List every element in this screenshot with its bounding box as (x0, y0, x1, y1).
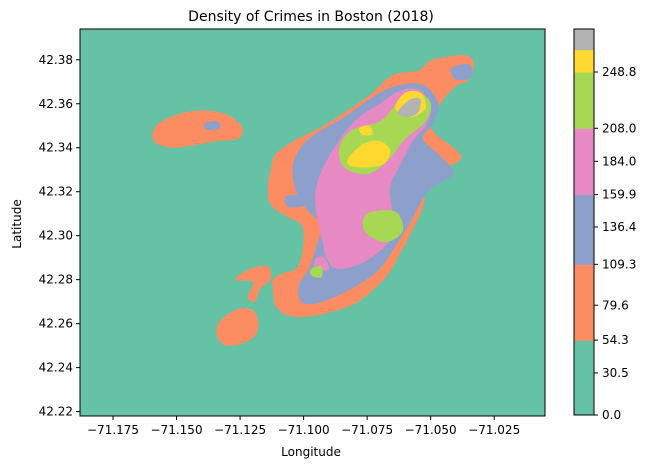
contour-region-level-1 (234, 265, 272, 303)
y-tick-label: 42.30 (39, 229, 73, 243)
contour-region-level-1 (216, 307, 259, 346)
y-axis: 42.24 42.26 42.28 42.30 42.32 42.34 42.36 42.38… (39, 53, 80, 419)
y-tick-label: 42.38 (39, 53, 73, 67)
plot-frame (79, 28, 546, 417)
colorbar-segment (574, 29, 594, 51)
x-tick-label: −71.100 (278, 423, 330, 437)
x-axis-label: Longitude (281, 445, 341, 459)
colorbar-tick-label: 79.6 (602, 298, 629, 312)
x-tick-label: −71.075 (341, 423, 393, 437)
colorbar-segment (574, 226, 594, 265)
colorbar-segment (574, 161, 594, 196)
colorbar-tick-label: 136.4 (602, 220, 636, 234)
colorbar-frame (573, 28, 595, 416)
colorbar-tick-label: 184.0 (602, 154, 636, 168)
colorbar-tick-label: 159.9 (602, 188, 636, 202)
contour-region-level-4 (309, 265, 323, 278)
colorbar-segment (574, 372, 594, 416)
y-tick-label: 42.32 (39, 185, 73, 199)
x-tick-label: −71.050 (405, 423, 457, 437)
colorbar-segment (574, 264, 594, 306)
y-tick-label: 42.36 (39, 97, 73, 111)
contour-region-level-5 (347, 140, 391, 168)
contour-layer (80, 29, 545, 416)
colorbar-segment (574, 305, 594, 341)
colorbar-tick-label: 109.3 (602, 257, 636, 271)
contour-region-level-2 (450, 63, 473, 81)
colorbar-segment (574, 128, 594, 162)
contour-region-level-2 (203, 121, 221, 131)
colorbar-segment (574, 49, 594, 73)
colorbar-tick-label: 0.0 (602, 408, 621, 422)
y-axis-label: Latitude (10, 199, 24, 248)
colorbar-tick-label: 208.0 (602, 121, 636, 135)
contour-region-level-6 (397, 97, 421, 117)
colorbar-segment (574, 194, 594, 228)
y-tick-label: 42.26 (39, 317, 73, 331)
colorbar-tick-label: 30.5 (602, 366, 629, 380)
x-tick-label: −71.150 (151, 423, 203, 437)
x-tick-label: −71.025 (468, 423, 520, 437)
colorbar-tick-label: 54.3 (602, 333, 629, 347)
colorbar: 0.0 30.5 54.3 79.6 109.3 136.4 159.9 184.0 208.0… (573, 28, 636, 422)
contour-region-level-4 (362, 210, 404, 243)
contour-region-level-2 (284, 194, 308, 208)
plot-area (80, 29, 545, 416)
x-tick-label: −71.125 (214, 423, 266, 437)
y-tick-label: 42.22 (39, 405, 73, 419)
colorbar-segment (574, 340, 594, 374)
colorbar-segment (574, 72, 594, 129)
x-axis: −71.175 −71.150 −71.125 −71.100 −71.075 −71.0… (87, 416, 520, 437)
y-tick-label: 42.28 (39, 273, 73, 287)
contour-region-level-5 (359, 125, 373, 136)
x-tick-label: −71.175 (87, 423, 139, 437)
contour-region-level-1 (152, 110, 244, 148)
y-tick-label: 42.24 (39, 361, 73, 375)
chart-title: Density of Crimes in Boston (2018) (188, 9, 434, 25)
y-tick-label: 42.34 (39, 141, 73, 155)
colorbar-tick-label: 248.8 (602, 65, 636, 79)
